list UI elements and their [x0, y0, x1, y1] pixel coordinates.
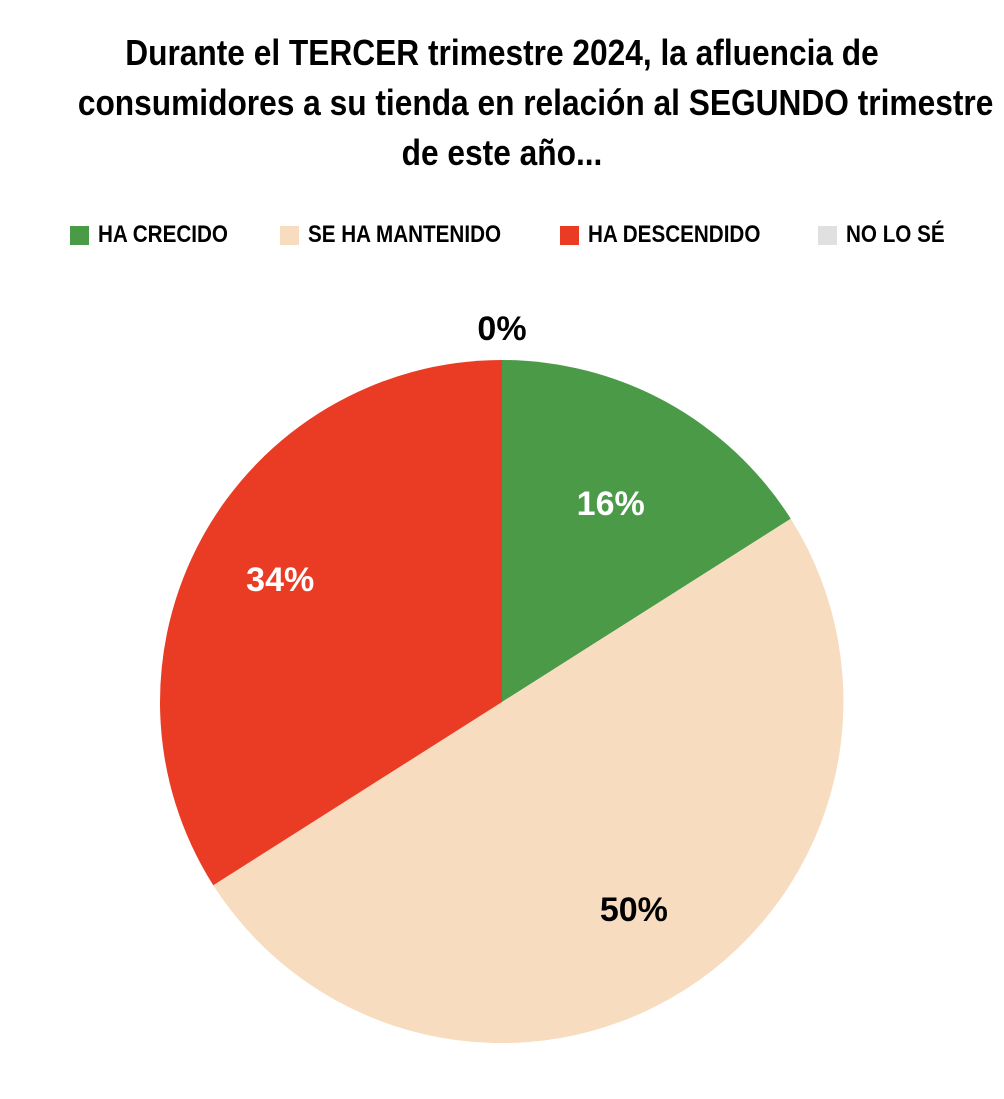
- data-label-ha-crecido: 16%: [577, 485, 645, 523]
- legend-swatch: [70, 225, 89, 245]
- pie-slice-se-ha-mantenido: [213, 518, 844, 1044]
- chart-title-line: consumidores a su tienda en relación al …: [77, 82, 994, 123]
- legend-swatch: [560, 225, 579, 245]
- data-label-no-lo-se: 0%: [477, 310, 526, 348]
- legend-label: HA CRECIDO: [98, 221, 228, 248]
- legend-item-ha-crecido: HA CRECIDO: [70, 215, 249, 255]
- legend-label: HA DESCENDIDO: [588, 221, 761, 248]
- chart-title: Durante el TERCER trimestre 2024, la afl…: [77, 28, 994, 178]
- legend-item-ha-descendido: HA DESCENDIDO: [560, 215, 788, 255]
- legend-swatch: [280, 225, 299, 245]
- legend-label: NO LO SÉ: [846, 221, 945, 248]
- legend-item-se-ha-mantenido: SE HA MANTENIDO: [280, 215, 532, 255]
- chart-title-line: Durante el TERCER trimestre 2024, la afl…: [125, 32, 879, 73]
- pie-slice-ha-crecido: [502, 360, 791, 702]
- pie-slice-ha-descendido: [160, 360, 502, 886]
- data-label-ha-descendido: 34%: [246, 561, 314, 599]
- legend-swatch: [818, 225, 837, 245]
- chart-title-line: de este año...: [401, 132, 603, 173]
- legend-item-no-lo-se: NO LO SÉ: [818, 215, 961, 255]
- data-label-se-ha-mantenido: 50%: [600, 891, 668, 929]
- legend-label: SE HA MANTENIDO: [308, 221, 502, 248]
- chart-legend: HA CRECIDO SE HA MANTENIDO HA DESCENDIDO…: [0, 215, 1004, 255]
